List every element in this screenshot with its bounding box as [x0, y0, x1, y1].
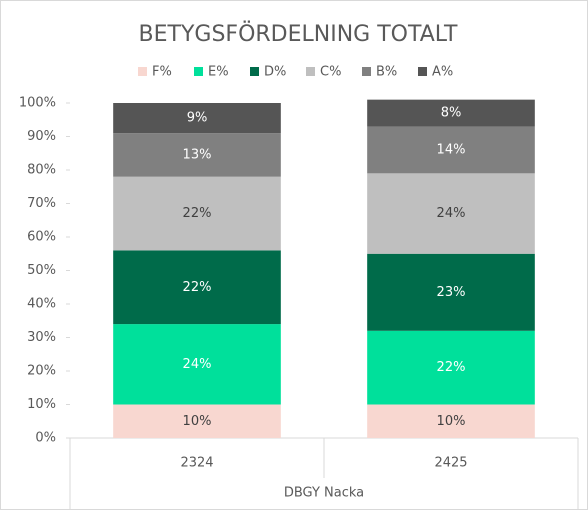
- legend-swatch: [306, 67, 315, 76]
- y-tick-label: 100%: [19, 96, 56, 111]
- legend-label: E%: [208, 65, 229, 80]
- data-label: 24%: [437, 206, 466, 221]
- legend-swatch: [362, 67, 371, 76]
- bar-segment: [113, 103, 281, 134]
- bar-segment: [113, 176, 281, 251]
- bar-segment: [113, 133, 281, 177]
- bar-segment: [113, 404, 281, 438]
- bar-segment: [367, 126, 535, 174]
- y-tick-label: 50%: [27, 263, 56, 278]
- group-label: DBGY Nacka: [284, 486, 364, 501]
- x-tick-label: 2425: [434, 456, 467, 471]
- bar-segment: [367, 253, 535, 331]
- y-tick-label: 60%: [27, 230, 56, 245]
- y-tick-label: 20%: [27, 364, 56, 379]
- data-label: 22%: [183, 280, 212, 295]
- data-label: 13%: [183, 147, 212, 162]
- chart-title: BETYGSFÖRDELNING TOTALT: [139, 21, 458, 47]
- bar-segment: [367, 404, 535, 438]
- y-tick-label: 70%: [27, 196, 56, 211]
- data-label: 14%: [437, 142, 466, 157]
- legend-label: F%: [152, 65, 172, 80]
- bar-segment: [367, 330, 535, 405]
- y-tick-label: 90%: [27, 129, 56, 144]
- bar-segment: [367, 173, 535, 254]
- bar-segment: [113, 250, 281, 325]
- legend-swatch: [418, 67, 427, 76]
- y-tick-label: 0%: [35, 431, 56, 446]
- y-tick-label: 10%: [27, 397, 56, 412]
- y-tick-label: 30%: [27, 330, 56, 345]
- data-label: 24%: [183, 357, 212, 372]
- legend-swatch: [250, 67, 259, 76]
- data-label: 22%: [183, 206, 212, 221]
- legend-label: C%: [320, 65, 341, 80]
- bar-segment: [367, 99, 535, 127]
- data-label: 22%: [437, 360, 466, 375]
- data-label: 9%: [187, 111, 208, 126]
- data-label: 23%: [437, 285, 466, 300]
- y-tick-label: 40%: [27, 297, 56, 312]
- legend-swatch: [194, 67, 203, 76]
- legend-label: B%: [376, 65, 397, 80]
- data-label: 8%: [441, 106, 462, 121]
- data-label: 10%: [437, 414, 466, 429]
- legend-label: A%: [432, 65, 453, 80]
- x-tick-label: 2324: [180, 456, 213, 471]
- legend-swatch: [138, 67, 147, 76]
- data-label: 10%: [183, 414, 212, 429]
- bar-segment: [113, 324, 281, 405]
- legend-label: D%: [264, 65, 286, 80]
- y-tick-label: 80%: [27, 163, 56, 178]
